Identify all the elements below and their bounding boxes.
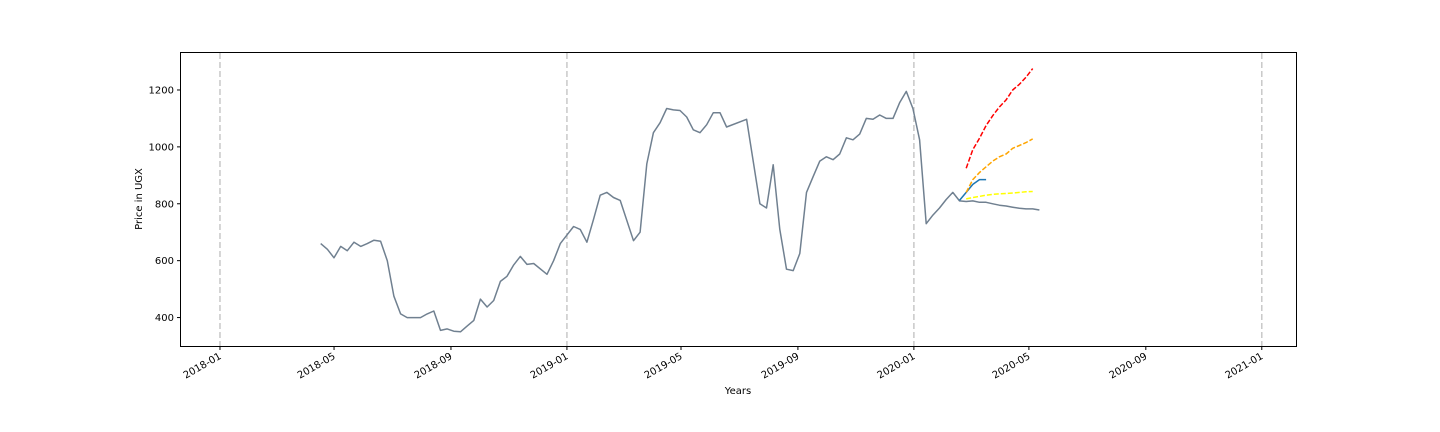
series-line-3 xyxy=(965,138,1034,193)
y-axis: 400 600 800 1000 1200 xyxy=(149,85,181,324)
y-tick-label-4: 1200 xyxy=(149,85,174,96)
plot-frame xyxy=(180,52,1297,347)
series-line-1 xyxy=(958,178,987,201)
x-axis-label: Years xyxy=(724,386,751,397)
y-tick-label-3: 1000 xyxy=(149,142,174,153)
gridlines xyxy=(219,53,1263,346)
y-tick-label-2: 800 xyxy=(155,199,174,210)
y-axis-label: Price in UGX xyxy=(134,168,145,230)
series-line-4 xyxy=(966,190,1033,200)
y-tick-label-1: 600 xyxy=(155,256,174,267)
y-tick-label-0: 400 xyxy=(155,313,174,324)
series-line-2 xyxy=(965,68,1034,169)
series-line-0 xyxy=(320,90,1040,333)
series-layer xyxy=(320,68,1040,333)
